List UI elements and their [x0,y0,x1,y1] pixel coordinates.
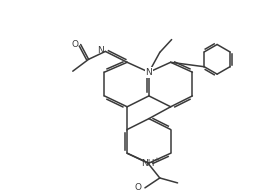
Text: N: N [97,46,103,55]
Text: N: N [146,68,152,77]
Text: +: + [153,157,159,163]
Text: O: O [72,40,79,49]
Text: NH: NH [141,159,155,168]
Text: O: O [135,183,142,192]
